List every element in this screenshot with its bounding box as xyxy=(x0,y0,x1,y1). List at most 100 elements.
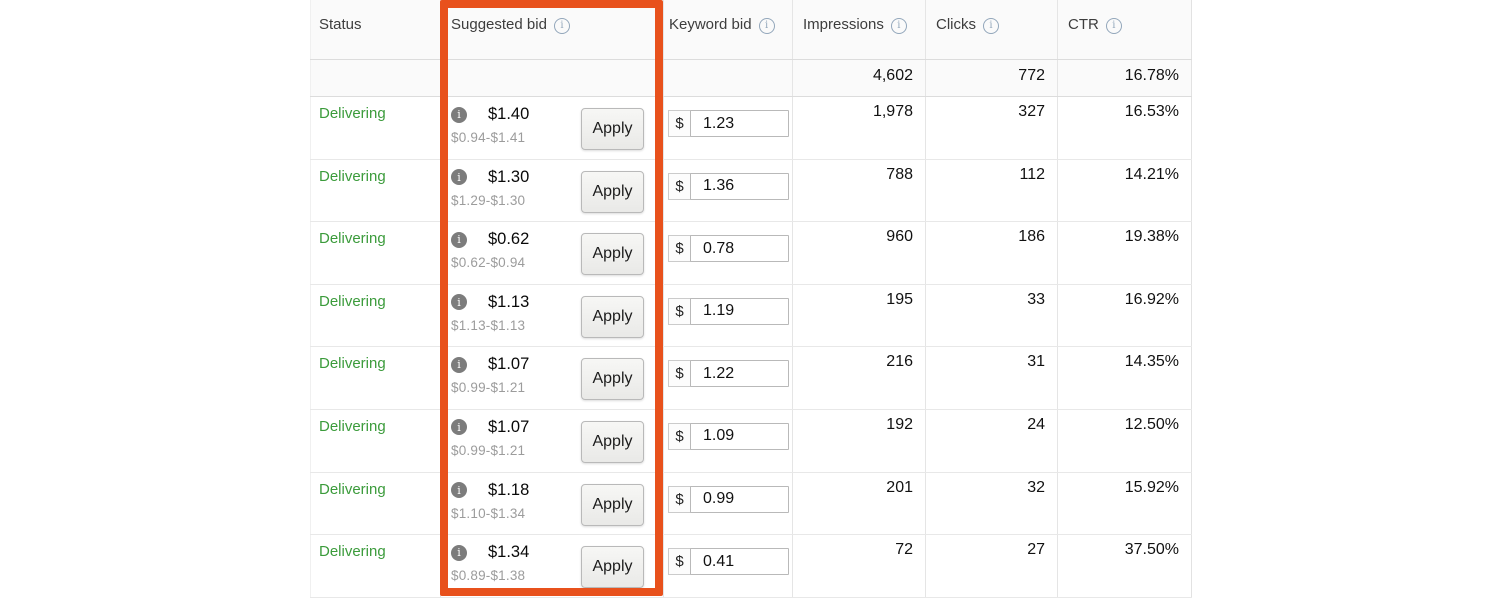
info-icon[interactable] xyxy=(451,419,467,436)
status-cell: Delivering xyxy=(310,472,440,535)
impressions-cell: 192 xyxy=(792,409,925,472)
suggested-bid-cell: $1.30 $1.29-$1.30 Apply xyxy=(440,159,663,222)
status-cell: Delivering xyxy=(310,535,440,597)
ctr-cell: 12.50% xyxy=(1057,409,1192,472)
currency-symbol: $ xyxy=(668,172,691,200)
ctr-cell: 16.53% xyxy=(1057,97,1192,159)
status-badge: Delivering xyxy=(319,355,386,373)
info-icon[interactable] xyxy=(451,231,467,248)
status-badge: Delivering xyxy=(319,543,386,561)
status-badge: Delivering xyxy=(319,167,386,185)
column-header-suggested-bid-label: Suggested bid xyxy=(451,16,547,33)
status-cell: Delivering xyxy=(310,159,440,222)
keyword-bid-cell: $ xyxy=(663,409,792,472)
currency-symbol: $ xyxy=(668,110,691,137)
column-header-status: Status xyxy=(310,0,440,59)
keyword-bid-cell: $ xyxy=(663,284,792,347)
keyword-bid-cell: $ xyxy=(663,472,792,535)
suggested-bid-range: $0.99-$1.21 xyxy=(451,442,526,458)
info-icon[interactable] xyxy=(451,482,467,499)
suggested-bid-value: $1.07 xyxy=(488,417,530,436)
apply-button[interactable]: Apply xyxy=(581,358,644,401)
keyword-bid-input[interactable] xyxy=(690,172,789,200)
suggested-bid-cell: $1.13 $1.13-$1.13 Apply xyxy=(440,284,663,347)
status-badge: Delivering xyxy=(319,480,386,498)
info-icon[interactable] xyxy=(451,169,467,186)
keyword-bid-cell: $ xyxy=(663,222,792,284)
status-cell: Delivering xyxy=(310,284,440,347)
info-icon[interactable] xyxy=(451,106,467,123)
info-icon[interactable] xyxy=(451,544,467,561)
keyword-table: Status Suggested bid Keyword bid Impress… xyxy=(310,0,1192,598)
status-cell: Delivering xyxy=(310,97,440,159)
info-icon[interactable] xyxy=(451,356,467,373)
keyword-bid-input[interactable] xyxy=(690,235,789,263)
impressions-cell: 216 xyxy=(792,347,925,409)
keyword-bid-input[interactable] xyxy=(690,548,789,576)
status-cell: Delivering xyxy=(310,409,440,472)
info-icon[interactable] xyxy=(1105,17,1122,34)
status-badge: Delivering xyxy=(319,230,386,248)
clicks-cell: 32 xyxy=(925,472,1057,535)
column-header-ctr-label: CTR xyxy=(1068,16,1099,33)
keyword-bid-input[interactable] xyxy=(690,485,789,513)
clicks-cell: 112 xyxy=(925,159,1057,222)
column-header-ctr: CTR xyxy=(1057,0,1192,59)
ctr-cell: 37.50% xyxy=(1057,535,1192,597)
table-row: Delivering $1.07 $0.99-$1.21 Apply $ xyxy=(310,347,1192,410)
clicks-cell: 24 xyxy=(925,409,1057,472)
status-badge: Delivering xyxy=(319,417,386,435)
suggested-bid-cell: $1.07 $0.99-$1.21 Apply xyxy=(440,347,663,409)
apply-button[interactable]: Apply xyxy=(581,546,644,589)
table-row: Delivering $1.40 $0.94-$1.41 Apply $ xyxy=(310,97,1192,160)
keyword-bid-input[interactable] xyxy=(690,110,789,137)
suggested-bid-value: $1.07 xyxy=(488,355,530,374)
suggested-bid-cell: $0.62 $0.62-$0.94 Apply xyxy=(440,222,663,284)
impressions-cell: 960 xyxy=(792,222,925,284)
currency-symbol: $ xyxy=(668,548,691,576)
table-row: Delivering $1.13 $1.13-$1.13 Apply $ xyxy=(310,284,1192,348)
info-icon[interactable] xyxy=(758,17,775,34)
suggested-bid-value: $0.62 xyxy=(488,230,530,249)
status-badge: Delivering xyxy=(319,292,386,310)
suggested-bid-range: $1.10-$1.34 xyxy=(451,505,526,521)
clicks-cell: 27 xyxy=(925,535,1057,597)
apply-button[interactable]: Apply xyxy=(581,233,644,276)
keyword-bid-input[interactable] xyxy=(690,297,789,325)
info-icon[interactable] xyxy=(890,17,907,34)
table-body: Delivering $1.40 $0.94-$1.41 Apply $ xyxy=(310,97,1192,598)
suggested-bid-value: $1.30 xyxy=(488,167,530,186)
info-icon[interactable] xyxy=(553,17,570,34)
suggested-bid-value: $1.18 xyxy=(488,480,530,499)
info-icon[interactable] xyxy=(451,294,467,311)
ctr-cell: 14.35% xyxy=(1057,347,1192,409)
summary-suggested-bid-cell xyxy=(440,60,663,96)
apply-button[interactable]: Apply xyxy=(581,483,644,526)
clicks-cell: 327 xyxy=(925,97,1057,159)
column-header-clicks: Clicks xyxy=(925,0,1057,59)
impressions-cell: 72 xyxy=(792,535,925,597)
summary-ctr-total: 16.78% xyxy=(1057,60,1192,96)
keyword-bid-input[interactable] xyxy=(690,422,789,450)
table-row: Delivering $1.07 $0.99-$1.21 Apply $ xyxy=(310,409,1192,473)
suggested-bid-cell: $1.34 $0.89-$1.38 Apply xyxy=(440,535,663,597)
keyword-bid-input[interactable] xyxy=(690,360,789,388)
ctr-cell: 15.92% xyxy=(1057,472,1192,535)
info-icon[interactable] xyxy=(983,17,999,34)
impressions-cell: 1,978 xyxy=(792,97,925,159)
currency-symbol: $ xyxy=(668,297,691,325)
ctr-cell: 19.38% xyxy=(1057,222,1192,284)
keyword-bid-cell: $ xyxy=(663,347,792,409)
apply-button[interactable]: Apply xyxy=(581,420,644,463)
column-header-status-label: Status xyxy=(319,16,362,33)
apply-button[interactable]: Apply xyxy=(581,295,644,338)
clicks-cell: 186 xyxy=(925,222,1057,284)
currency-symbol: $ xyxy=(668,360,691,388)
column-header-keyword-bid-label: Keyword bid xyxy=(669,16,752,33)
status-cell: Delivering xyxy=(310,222,440,284)
suggested-bid-range: $0.89-$1.38 xyxy=(451,568,526,584)
apply-button[interactable]: Apply xyxy=(581,170,644,213)
apply-button[interactable]: Apply xyxy=(581,108,644,150)
suggested-bid-range: $0.99-$1.21 xyxy=(451,380,526,396)
